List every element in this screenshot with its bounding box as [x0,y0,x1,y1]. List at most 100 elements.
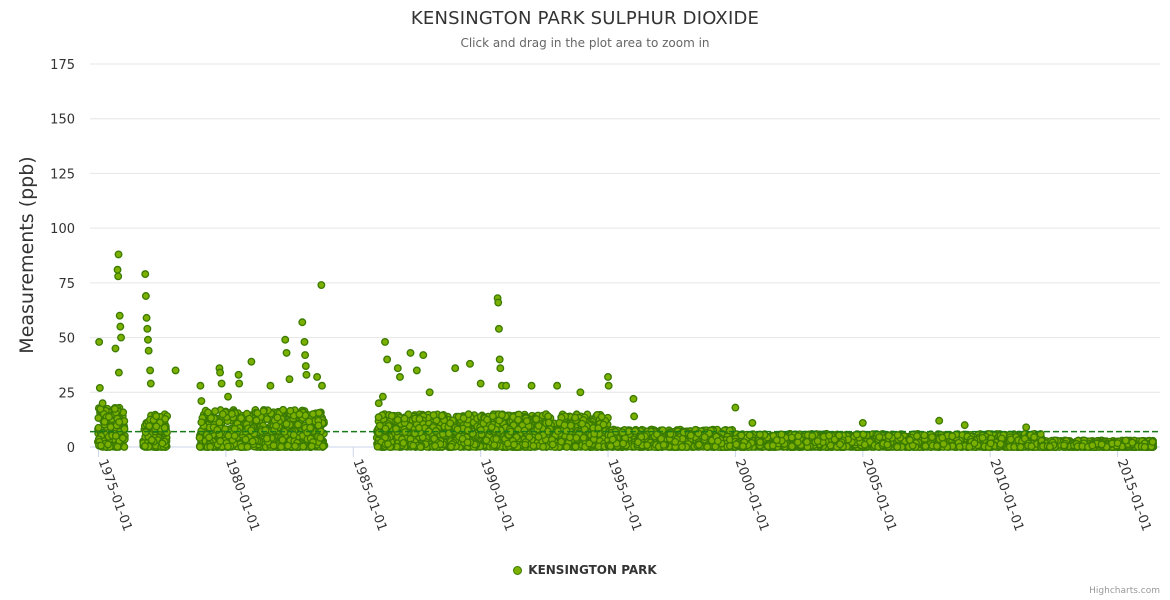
data-point[interactable] [277,442,286,451]
data-point[interactable] [282,419,291,428]
data-point[interactable] [492,435,501,444]
data-point[interactable] [544,412,553,421]
data-point[interactable] [384,439,392,448]
data-point[interactable] [539,442,548,451]
data-point[interactable] [294,420,302,429]
data-point[interactable] [94,423,103,432]
data-point[interactable] [608,435,617,444]
data-point[interactable] [223,442,232,451]
data-point[interactable] [158,439,167,448]
data-point[interactable] [671,437,680,446]
data-point[interactable] [686,431,695,440]
data-point[interactable] [161,414,170,423]
data-point[interactable] [522,417,531,425]
data-point[interactable] [482,436,491,445]
data-point[interactable] [305,417,314,426]
data-point[interactable] [544,418,553,427]
data-point[interactable] [307,442,316,451]
data-point[interactable] [597,412,606,421]
data-point[interactable] [152,422,161,431]
data-point[interactable] [415,415,424,423]
data-point[interactable] [278,435,287,444]
data-point[interactable] [289,430,298,439]
data-point[interactable] [431,441,440,450]
data-point[interactable] [571,413,580,422]
data-point[interactable] [100,417,109,426]
data-point[interactable] [227,409,236,418]
data-point[interactable] [483,415,492,424]
data-point[interactable] [111,431,120,440]
data-point[interactable] [314,421,323,430]
data-point[interactable] [215,418,224,427]
data-point[interactable] [459,414,468,423]
data-point[interactable] [521,440,530,449]
data-point[interactable] [557,437,566,446]
data-point[interactable] [534,432,543,441]
data-point[interactable] [152,412,161,421]
data-point[interactable] [273,413,282,422]
data-point[interactable] [548,440,557,449]
data-point[interactable] [634,438,642,447]
data-point[interactable] [393,415,402,424]
data-point[interactable] [572,433,581,442]
data-point[interactable] [695,440,703,449]
data-point[interactable] [510,440,518,449]
data-point[interactable] [306,423,315,432]
data-point[interactable] [197,418,206,427]
data-point[interactable] [245,414,254,423]
data-point[interactable] [565,433,574,442]
data-point[interactable] [438,411,446,420]
data-point[interactable] [272,421,281,430]
data-point[interactable] [619,439,628,448]
data-point[interactable] [503,439,512,448]
data-point[interactable] [599,420,608,429]
data-point[interactable] [446,419,455,428]
data-point[interactable] [643,441,652,450]
data-point[interactable] [463,438,472,447]
data-point[interactable] [566,421,575,430]
data-point[interactable] [252,416,261,425]
data-point[interactable] [145,422,154,430]
data-point[interactable] [529,441,538,450]
data-point[interactable] [618,428,627,437]
data-point[interactable] [295,410,304,419]
data-point[interactable] [211,407,220,416]
data-point[interactable] [195,433,204,442]
data-point[interactable] [700,433,709,442]
data-point[interactable] [400,414,409,423]
data-point[interactable] [279,405,288,414]
data-point[interactable] [579,433,588,442]
data-point[interactable] [248,437,257,446]
data-point[interactable] [409,441,418,450]
data-point[interactable] [195,442,204,451]
data-points[interactable] [93,250,1158,451]
data-point[interactable] [532,415,541,424]
data-point[interactable] [94,414,103,422]
data-point[interactable] [514,415,523,424]
data-point[interactable] [416,443,425,451]
data-point[interactable] [141,442,149,451]
data-point[interactable] [447,442,456,451]
data-point[interactable] [381,424,390,433]
data-point[interactable] [207,414,215,422]
data-point[interactable] [105,412,113,421]
data-point[interactable] [399,438,408,447]
data-point[interactable] [373,442,382,451]
data-point[interactable] [534,421,543,430]
data-point[interactable] [237,414,245,423]
data-point[interactable] [319,442,327,451]
data-point[interactable] [659,440,668,449]
data-point[interactable] [571,442,580,451]
data-point[interactable] [120,425,129,433]
data-point[interactable] [725,426,734,435]
data-point[interactable] [218,410,227,419]
data-point[interactable] [206,442,215,451]
data-point[interactable] [262,434,271,443]
data-point[interactable] [284,441,292,450]
data-point[interactable] [241,435,250,444]
data-point[interactable] [578,419,587,428]
data-point[interactable] [713,437,722,446]
data-point[interactable] [374,413,383,422]
data-point[interactable] [429,411,438,420]
